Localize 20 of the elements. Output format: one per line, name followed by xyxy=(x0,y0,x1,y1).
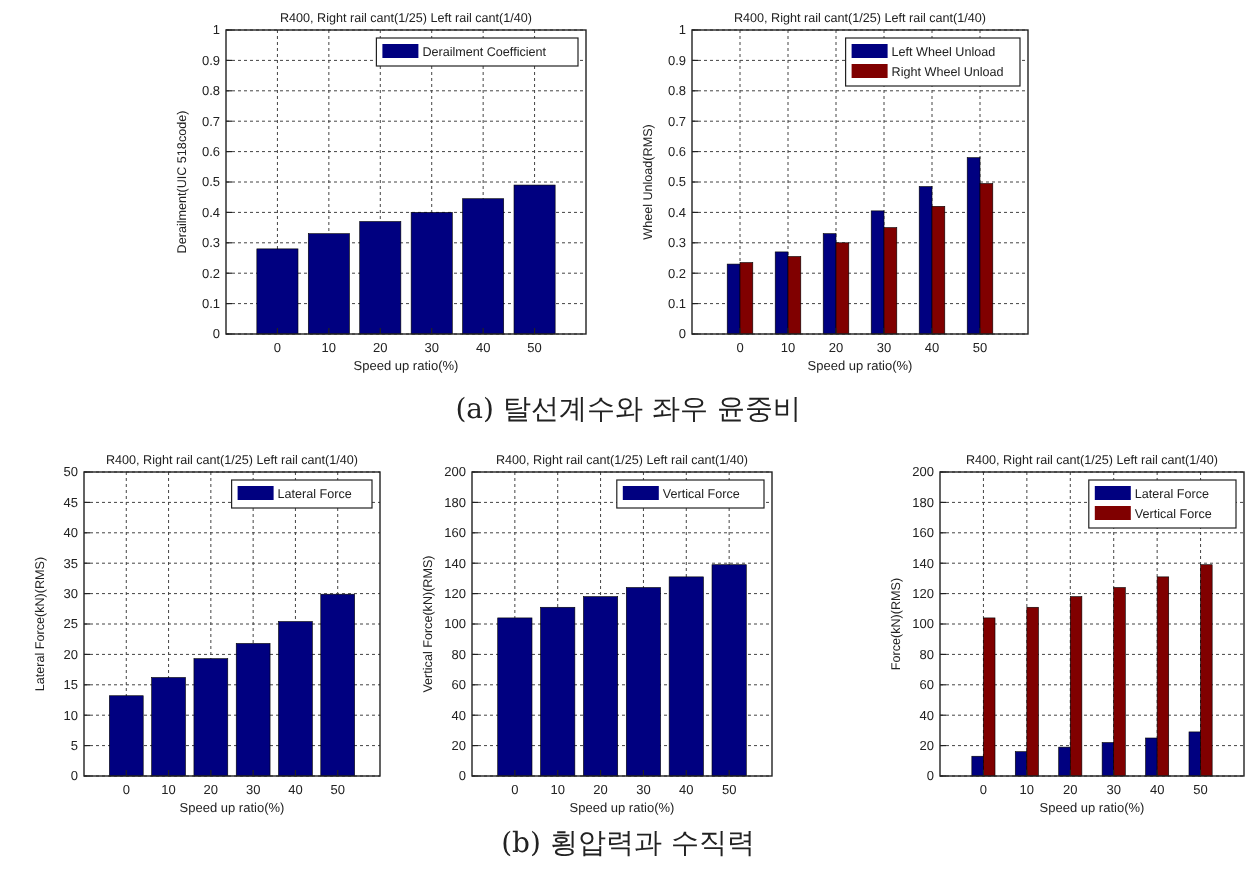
bar xyxy=(109,695,144,777)
bar xyxy=(320,593,355,777)
bar xyxy=(359,221,402,335)
bar xyxy=(410,212,453,335)
text: (b) 횡압력과 수직력 xyxy=(501,828,755,860)
bar xyxy=(513,184,556,335)
bar xyxy=(497,617,533,777)
bar xyxy=(462,198,505,335)
bar xyxy=(278,621,313,777)
bar xyxy=(256,248,299,335)
bar xyxy=(307,233,350,335)
bar xyxy=(235,643,271,777)
bar xyxy=(540,606,576,777)
bar xyxy=(668,576,704,777)
bar xyxy=(151,677,186,777)
bar xyxy=(625,587,661,777)
text: (a) 탈선계수와 좌우 윤중비 xyxy=(455,394,801,426)
bar xyxy=(193,658,229,777)
bar xyxy=(711,564,747,777)
bar xyxy=(583,596,619,777)
